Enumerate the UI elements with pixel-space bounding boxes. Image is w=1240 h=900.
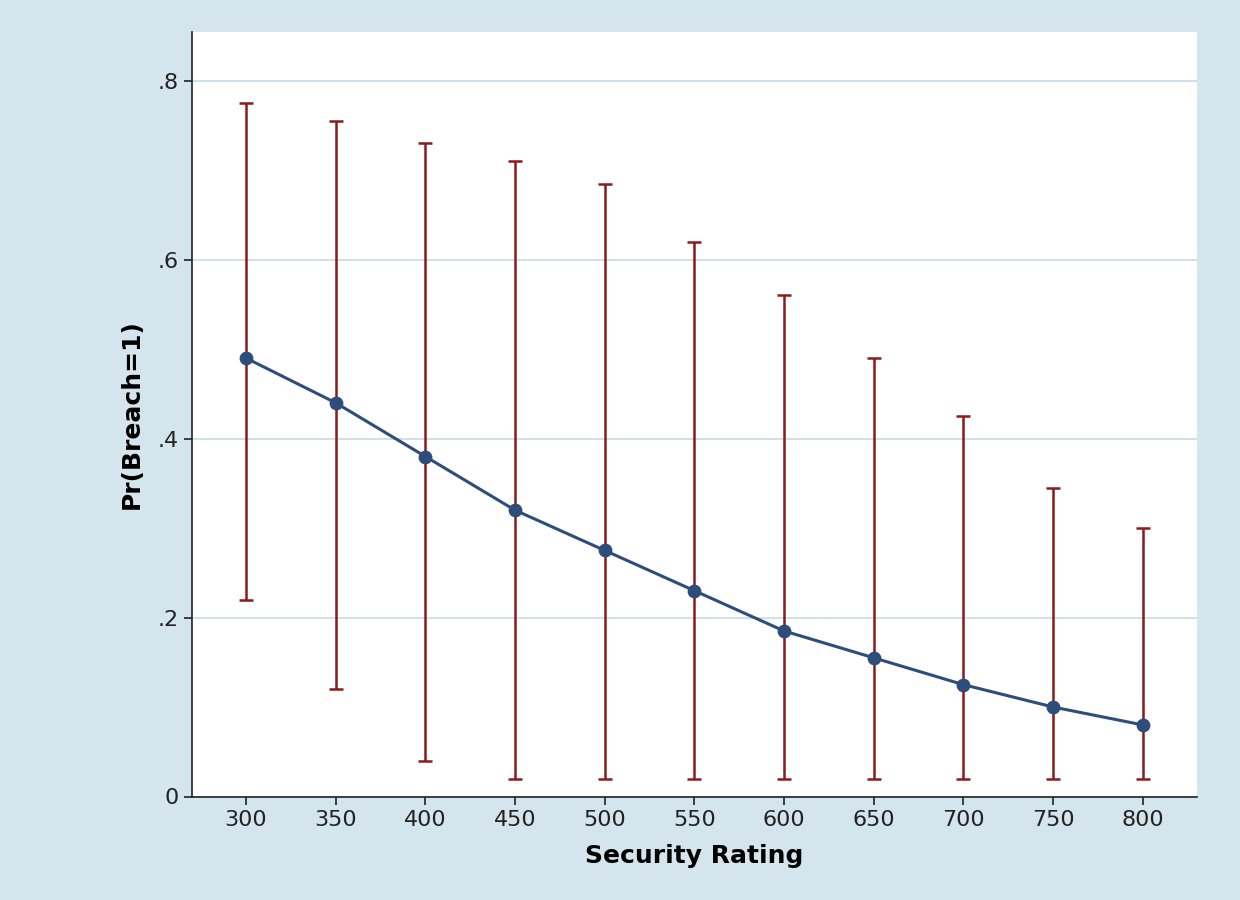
Point (1133, 717, 1153, 732)
Point (236, 351, 255, 365)
Y-axis label: Pr(Breach=1): Pr(Breach=1) (120, 320, 144, 508)
Point (1043, 700, 1063, 715)
Point (954, 678, 973, 692)
Point (684, 583, 704, 598)
Point (864, 651, 884, 665)
Point (505, 503, 525, 517)
X-axis label: Security Rating: Security Rating (585, 843, 804, 868)
Point (415, 449, 435, 464)
Point (774, 624, 794, 638)
Point (595, 544, 615, 558)
Point (326, 396, 346, 410)
